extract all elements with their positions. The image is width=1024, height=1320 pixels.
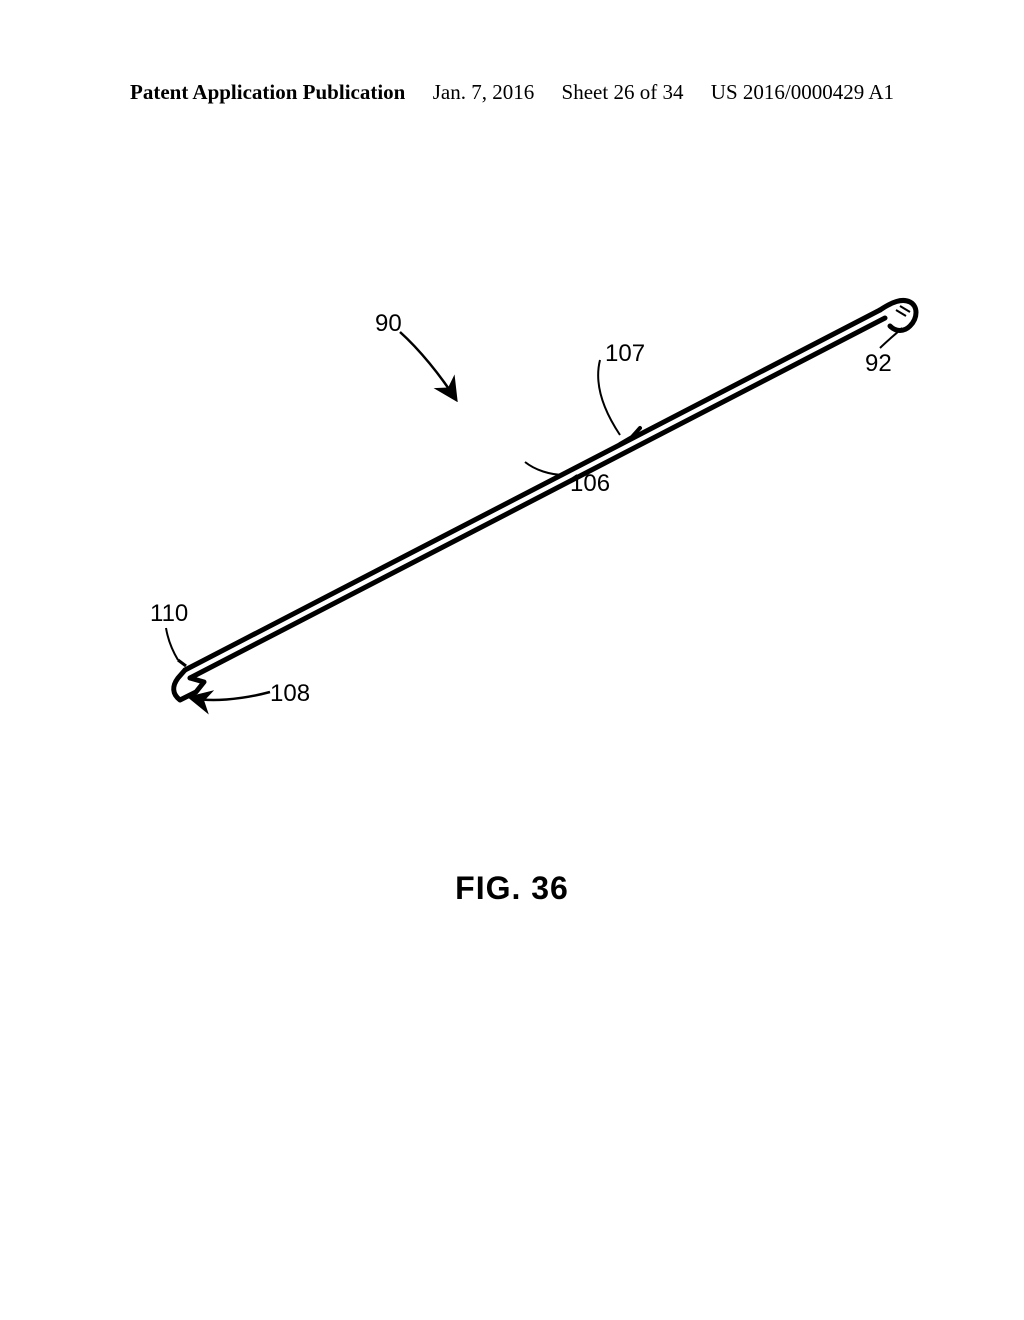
figure-area: 90 92 107 106 110 108 (100, 240, 924, 760)
sheet-number: Sheet 26 of 34 (562, 80, 684, 105)
page-header: Patent Application Publication Jan. 7, 2… (0, 80, 1024, 105)
ref-label-90: 90 (375, 310, 402, 338)
ref-label-106: 106 (570, 470, 610, 498)
ref-label-110: 110 (150, 600, 188, 628)
page: Patent Application Publication Jan. 7, 2… (0, 0, 1024, 1320)
publication-date: Jan. 7, 2016 (433, 80, 535, 105)
ref-label-92: 92 (865, 350, 892, 378)
figure-caption: FIG. 36 (0, 870, 1024, 907)
publication-number: US 2016/0000429 A1 (711, 80, 894, 105)
ref-label-108: 108 (270, 680, 310, 708)
publication-label: Patent Application Publication (130, 80, 405, 105)
ref-label-107: 107 (605, 340, 645, 368)
figure-drawing (100, 240, 924, 760)
